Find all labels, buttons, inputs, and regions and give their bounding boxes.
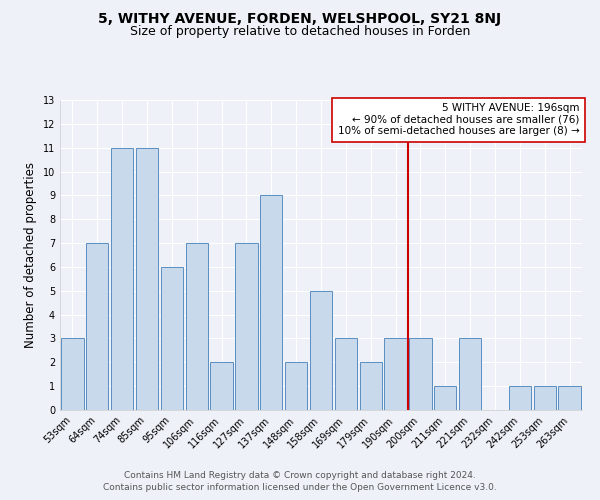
Bar [61, 338, 83, 410]
Bar [533, 386, 556, 410]
Bar [409, 338, 431, 410]
Bar [385, 338, 407, 410]
Bar [335, 338, 357, 410]
Bar [136, 148, 158, 410]
Bar [509, 386, 531, 410]
Text: 5 WITHY AVENUE: 196sqm
← 90% of detached houses are smaller (76)
10% of semi-det: 5 WITHY AVENUE: 196sqm ← 90% of detached… [338, 103, 580, 136]
Bar [211, 362, 233, 410]
Bar [86, 243, 109, 410]
Bar [111, 148, 133, 410]
Text: Size of property relative to detached houses in Forden: Size of property relative to detached ho… [130, 25, 470, 38]
Text: Contains HM Land Registry data © Crown copyright and database right 2024.
Contai: Contains HM Land Registry data © Crown c… [103, 471, 497, 492]
Bar [260, 196, 283, 410]
Bar [185, 243, 208, 410]
Bar [310, 291, 332, 410]
Bar [235, 243, 257, 410]
Bar [161, 267, 183, 410]
Y-axis label: Number of detached properties: Number of detached properties [24, 162, 37, 348]
Bar [359, 362, 382, 410]
Bar [459, 338, 481, 410]
Bar [434, 386, 457, 410]
Bar [285, 362, 307, 410]
Text: 5, WITHY AVENUE, FORDEN, WELSHPOOL, SY21 8NJ: 5, WITHY AVENUE, FORDEN, WELSHPOOL, SY21… [98, 12, 502, 26]
Bar [559, 386, 581, 410]
